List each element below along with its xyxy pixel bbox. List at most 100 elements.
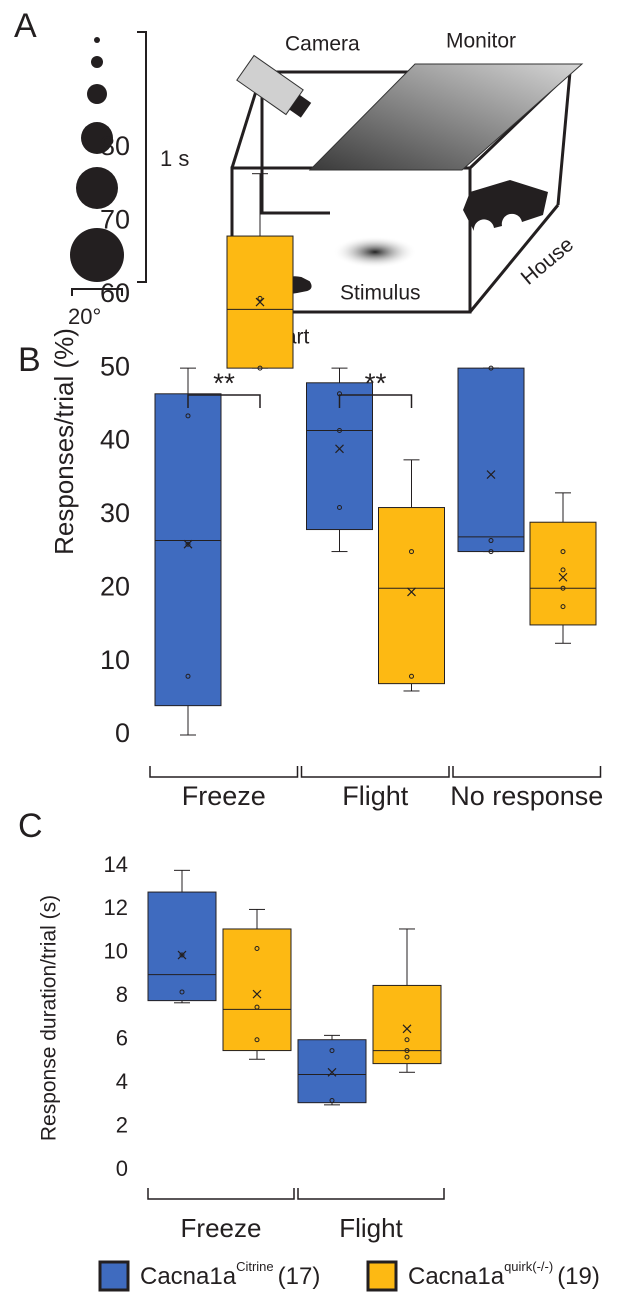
y-tick-label: 0 [115,718,130,748]
camera-label: Camera [285,33,360,56]
box [222,928,292,1052]
y-tick-label: 4 [116,1069,128,1094]
legend-swatch [98,1260,130,1292]
data-point [409,673,414,679]
y-tick-label: 30 [100,498,130,528]
legend-swatch [366,1260,398,1292]
category-bracket [297,1188,445,1200]
data-point [257,295,263,301]
data-point [329,1048,335,1054]
y-axis-label: Response duration/trial (s) [38,895,61,1141]
y-tick-label: 20 [100,571,130,601]
significance-label: ** [213,367,235,398]
house-label: House [517,233,578,290]
y-tick-label: 50 [100,351,130,381]
y-tick-label: 10 [104,939,128,964]
monitor-label: Monitor [446,30,516,53]
data-point [329,1098,335,1104]
time-bracket [137,31,147,283]
significance-bracket [338,394,413,408]
box [457,367,525,553]
y-tick-label: 6 [116,1026,128,1051]
mean [327,1067,337,1077]
x-tick-label: No response [450,781,603,811]
x-tick-label: Flight [342,781,409,811]
legend-count: (17) [278,1263,321,1290]
box [154,393,222,707]
data-point [185,541,191,547]
category-bracket [300,766,450,778]
mean [407,587,416,597]
monitor [308,63,584,171]
category-bracket [147,1188,295,1200]
data-point [337,505,342,511]
data-point [254,946,260,952]
x-tick-label: Freeze [181,1213,262,1243]
data-point [404,1048,410,1054]
box [372,984,442,1065]
stimulus-label: Stimulus [340,282,421,305]
stimulus [333,236,417,268]
data-point [488,538,494,544]
data-point [179,989,185,995]
data-point [254,1037,260,1043]
data-point [488,549,494,555]
angle-bracket [71,288,123,296]
stimulus-sizes [70,37,124,282]
y-tick-label: 70 [100,205,130,235]
legend-label: Cacna1aquirk(-/-) (19) [408,1259,600,1290]
mean [402,1024,412,1034]
data-point [337,427,342,433]
y-tick-label: 8 [116,982,128,1007]
mean [252,989,262,999]
legend-name: Cacna1a [408,1263,505,1290]
legend-name: Cacna1a [140,1263,237,1290]
panel-a: A 1 s 20° Camera Monitor House Stimulus … [14,7,584,349]
category-bracket [149,766,299,778]
significance-label: ** [365,367,387,398]
angle-label: 20° [68,304,101,329]
legend-superscript: quirk(-/-) [504,1259,553,1274]
y-tick-label: 10 [100,645,130,675]
y-axis-label: Responses/trial (%) [49,328,79,555]
y-tick-label: 40 [100,425,130,455]
legend: Cacna1aCitrine (17) Cacna1aquirk(-/-) (19) [98,1259,600,1292]
legend-label: Cacna1aCitrine (17) [140,1259,320,1290]
data-point [560,549,566,555]
mean [255,297,265,307]
y-tick-label: 60 [100,278,130,308]
y-tick-label: 80 [100,131,130,161]
house [463,180,548,231]
data-point [257,365,263,371]
data-point [404,1037,410,1043]
data-point [404,1054,410,1060]
y-tick-label: 2 [116,1112,128,1137]
data-point [179,952,185,958]
data-point [185,413,191,419]
data-point [560,585,566,591]
y-tick-label: 12 [104,895,128,920]
mean [486,470,496,479]
y-tick-label: 0 [116,1156,128,1181]
data-point [560,567,566,573]
box [529,521,597,626]
panel-label: A [14,7,37,45]
box [297,1039,367,1104]
data-point [560,604,566,610]
mean [558,572,568,582]
data-point [185,673,191,679]
legend-count: (19) [557,1263,600,1290]
mean [177,950,187,960]
category-bracket [452,766,602,778]
significance-bracket [187,394,261,408]
mean [335,444,344,454]
camera [236,54,312,118]
panel-label: B [18,341,41,379]
time-label: 1 s [160,146,189,171]
mean [183,539,193,549]
box [147,891,217,1002]
y-tick-label: 14 [104,852,128,877]
panel-label: C [18,807,43,845]
box [378,507,445,685]
